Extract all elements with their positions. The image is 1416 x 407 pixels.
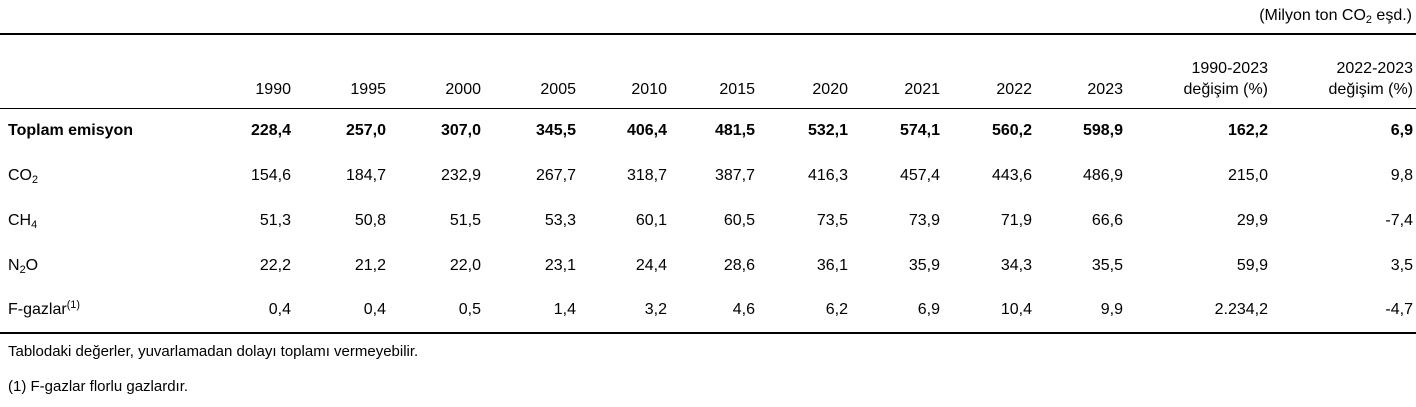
value-cell: 51,5 bbox=[449, 211, 481, 229]
value-cell: 9,8 bbox=[1390, 166, 1413, 184]
value-cell: 24,4 bbox=[635, 256, 667, 274]
col-header-1995: 1995 bbox=[350, 80, 386, 98]
footnote-rounding-note: Tablodaki değerler, yuvarlamadan dolayı … bbox=[8, 343, 419, 360]
value-cell: 22,2 bbox=[259, 256, 291, 274]
col-header-2015: 2015 bbox=[719, 80, 755, 98]
row-co2: CO2 154,6 184,7 232,9 267,7 318,7 387,7 … bbox=[0, 153, 1416, 198]
header-row: 1990 1995 2000 2005 2010 2015 2020 2021 … bbox=[0, 34, 1416, 108]
col-header-empty bbox=[0, 34, 200, 108]
value-cell: 73,9 bbox=[908, 211, 940, 229]
col-header-2010: 2010 bbox=[631, 80, 667, 98]
emissions-table-page: (Milyon ton CO2 eşd.) 1990 1995 2000 200… bbox=[0, 7, 1416, 396]
col-header-2023: 2023 bbox=[1087, 80, 1123, 98]
value-cell: 0,4 bbox=[363, 301, 386, 318]
row-label: CO2 bbox=[8, 166, 39, 186]
value-cell: 267,7 bbox=[535, 166, 576, 184]
value-cell: 598,9 bbox=[1082, 121, 1123, 139]
value-cell: 23,1 bbox=[544, 256, 576, 274]
footnote-f-gases-note: (1) F-gazlar florlu gazlardır. bbox=[8, 378, 189, 395]
col-header-2000: 2000 bbox=[445, 80, 481, 98]
value-cell: 6,9 bbox=[1390, 121, 1413, 139]
value-cell: 443,6 bbox=[991, 166, 1032, 184]
row-n2o: N2O 22,2 21,2 22,0 23,1 24,4 28,6 36,1 3… bbox=[0, 243, 1416, 288]
value-cell: 457,4 bbox=[899, 166, 940, 184]
row-label: F-gazlar(1) bbox=[8, 299, 80, 318]
value-cell: 28,6 bbox=[723, 256, 755, 274]
value-cell: 3,5 bbox=[1390, 256, 1413, 274]
value-cell: 574,1 bbox=[899, 121, 940, 139]
row-f-gases: F-gazlar(1) 0,4 0,4 0,5 1,4 3,2 4,6 6,2 … bbox=[0, 288, 1416, 333]
value-cell: 29,9 bbox=[1236, 211, 1268, 229]
value-cell: 36,1 bbox=[816, 256, 848, 274]
value-cell: 35,5 bbox=[1091, 256, 1123, 274]
col-header-2022: 2022 bbox=[996, 80, 1032, 98]
value-cell: 22,0 bbox=[449, 256, 481, 274]
value-cell: 59,9 bbox=[1236, 256, 1268, 274]
value-cell: 215,0 bbox=[1227, 166, 1268, 184]
header-line: değişim (%) bbox=[1183, 80, 1268, 98]
emissions-table: 1990 1995 2000 2005 2010 2015 2020 2021 … bbox=[0, 33, 1416, 334]
row-ch4: CH4 51,3 50,8 51,5 53,3 60,1 60,5 73,5 7… bbox=[0, 198, 1416, 243]
value-cell: 60,5 bbox=[723, 211, 755, 229]
value-cell: -7,4 bbox=[1385, 211, 1413, 229]
header-line: 2022-2023 bbox=[1336, 59, 1413, 77]
table-header: 1990 1995 2000 2005 2010 2015 2020 2021 … bbox=[0, 34, 1416, 108]
row-label: N2O bbox=[8, 256, 39, 276]
value-cell: 416,3 bbox=[807, 166, 848, 184]
col-header-1990: 1990 bbox=[255, 80, 291, 98]
header-line: değişim (%) bbox=[1328, 80, 1413, 98]
header-line: 1990-2023 bbox=[1191, 59, 1268, 77]
value-cell: 406,4 bbox=[626, 121, 667, 139]
value-cell: 307,0 bbox=[440, 121, 481, 139]
row-label: CH4 bbox=[8, 211, 38, 231]
value-cell: 6,9 bbox=[917, 301, 940, 318]
value-cell: 162,2 bbox=[1227, 121, 1268, 139]
value-cell: -4,7 bbox=[1385, 301, 1413, 318]
value-cell: 532,1 bbox=[807, 121, 848, 139]
value-cell: 50,8 bbox=[354, 211, 386, 229]
row-total-emissions: Toplam emisyon 228,4 257,0 307,0 345,5 4… bbox=[0, 108, 1416, 153]
value-cell: 53,3 bbox=[544, 211, 576, 229]
value-cell: 35,9 bbox=[908, 256, 940, 274]
value-cell: 154,6 bbox=[250, 166, 291, 184]
col-header-2020: 2020 bbox=[812, 80, 848, 98]
footnotes: Tablodaki değerler, yuvarlamadan dolayı … bbox=[0, 342, 1416, 396]
value-cell: 60,1 bbox=[635, 211, 667, 229]
value-cell: 184,7 bbox=[345, 166, 386, 184]
value-cell: 10,4 bbox=[1000, 301, 1032, 318]
value-cell: 560,2 bbox=[991, 121, 1032, 139]
value-cell: 4,6 bbox=[732, 301, 755, 318]
table-body: Toplam emisyon 228,4 257,0 307,0 345,5 4… bbox=[0, 108, 1416, 333]
value-cell: 21,2 bbox=[354, 256, 386, 274]
value-cell: 345,5 bbox=[535, 121, 576, 139]
value-cell: 3,2 bbox=[644, 301, 667, 318]
value-cell: 71,9 bbox=[1000, 211, 1032, 229]
value-cell: 73,5 bbox=[816, 211, 848, 229]
col-header-2021: 2021 bbox=[904, 80, 940, 98]
col-header-change-2022-2023: 2022-2023 değişim (%) bbox=[1271, 34, 1416, 108]
value-cell: 0,4 bbox=[268, 301, 291, 318]
value-cell: 9,9 bbox=[1100, 301, 1123, 318]
value-cell: 486,9 bbox=[1082, 166, 1123, 184]
value-cell: 387,7 bbox=[714, 166, 755, 184]
value-cell: 228,4 bbox=[250, 121, 291, 139]
value-cell: 257,0 bbox=[345, 121, 386, 139]
value-cell: 66,6 bbox=[1091, 211, 1123, 229]
value-cell: 481,5 bbox=[714, 121, 755, 139]
value-cell: 6,2 bbox=[825, 301, 848, 318]
value-cell: 1,4 bbox=[553, 301, 576, 318]
value-cell: 0,5 bbox=[458, 301, 481, 318]
value-cell: 2.234,2 bbox=[1214, 301, 1268, 318]
value-cell: 51,3 bbox=[259, 211, 291, 229]
value-cell: 34,3 bbox=[1000, 256, 1032, 274]
col-header-change-1990-2023: 1990-2023 değişim (%) bbox=[1126, 34, 1271, 108]
row-label: Toplam emisyon bbox=[8, 121, 134, 139]
col-header-2005: 2005 bbox=[540, 80, 576, 98]
value-cell: 318,7 bbox=[626, 166, 667, 184]
value-cell: 232,9 bbox=[440, 166, 481, 184]
unit-label: (Milyon ton CO2 eşd.) bbox=[1259, 7, 1412, 26]
